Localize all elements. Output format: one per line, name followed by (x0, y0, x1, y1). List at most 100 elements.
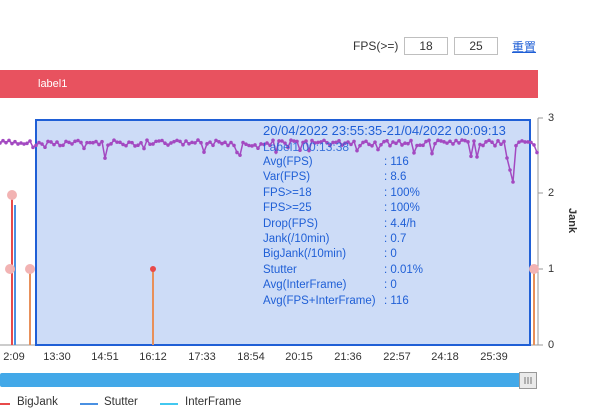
tooltip-stat-key: Var(FPS) (263, 171, 311, 184)
fps-point (76, 138, 80, 143)
fps-point (73, 139, 77, 144)
fps-point (256, 146, 260, 151)
reset-link[interactable]: 重置 (512, 40, 537, 54)
tooltip-stat-row: BigJank(/10min): 0 (263, 248, 397, 260)
fps-point (478, 142, 482, 147)
x-tick-label: 16:12 (139, 351, 167, 363)
fps-point (355, 148, 359, 153)
fps-point (34, 143, 38, 148)
fps-point (151, 142, 155, 146)
fps-point (394, 141, 398, 146)
fps-point (64, 139, 68, 144)
fps-point (193, 141, 197, 145)
time-range-slider[interactable] (0, 373, 530, 387)
fps-point (160, 138, 164, 143)
label-bar[interactable]: label1 (0, 70, 538, 98)
fps-point (367, 142, 371, 147)
fps-point (148, 142, 152, 147)
fps-point (250, 144, 254, 148)
fps-point (85, 140, 89, 145)
tooltip-stat-value: : 0.01% (384, 263, 423, 276)
fps-point (466, 140, 470, 144)
tooltip-stat-row: Avg(FPS+InterFrame): 116 (263, 295, 409, 307)
selection-region (35, 119, 531, 346)
fps-threshold-input-1[interactable] (404, 37, 448, 55)
fps-point (145, 138, 149, 142)
x-tick-label: 18:54 (237, 351, 265, 363)
tooltip-stat-value: : 100% (384, 202, 420, 215)
fps-point (247, 143, 251, 148)
fps-point (277, 139, 281, 143)
fps-point (202, 150, 206, 154)
x-tick-label: 24:18 (431, 351, 459, 363)
fps-point (382, 139, 386, 144)
fps-point (220, 141, 224, 146)
tooltip-stat-value: : 0.7 (384, 233, 407, 245)
fps-point (343, 141, 347, 146)
tooltip-stat-key: Avg(FPS) (263, 156, 313, 168)
fps-point (406, 141, 410, 146)
tooltip-stat-key: Drop(FPS) (263, 217, 318, 230)
fps-point (205, 142, 209, 146)
tooltip-stat-value: : 0 (384, 248, 397, 261)
fps-point (517, 140, 521, 144)
fps-point (319, 140, 323, 144)
slider-handle[interactable] (519, 372, 537, 389)
fps-point (331, 140, 335, 145)
fps-point (352, 139, 356, 144)
fps-point (115, 140, 119, 144)
fps-point (166, 143, 170, 147)
fps-point (415, 143, 419, 148)
fps-point (91, 140, 95, 145)
legend-stutter-label[interactable]: Stutter (104, 396, 138, 408)
tooltip-stat-row: FPS>=18: 100% (263, 186, 420, 199)
fps-point (433, 141, 437, 146)
fps-point (157, 139, 161, 143)
fps-point (265, 141, 269, 145)
jank-marker (150, 266, 156, 272)
x-tick-label: 17:33 (188, 351, 216, 363)
tooltip-stat-value: : 0 (384, 279, 397, 292)
fps-point (457, 141, 461, 145)
fps-point (184, 139, 188, 143)
fps-point (361, 140, 365, 145)
fps-point (508, 168, 512, 172)
fps-point (430, 151, 434, 156)
fps-point (523, 140, 527, 144)
y-tick-label: 0 (548, 339, 555, 351)
fps-point (0, 141, 2, 145)
fps-threshold-input-2[interactable] (454, 37, 498, 55)
legend-stutter-swatch (80, 403, 98, 405)
fps-point (67, 140, 71, 145)
fps-point (400, 143, 404, 147)
jank-marker (5, 264, 15, 274)
fps-point (109, 142, 113, 146)
legend-interframe-label[interactable]: InterFrame (185, 396, 242, 408)
fps-point (187, 141, 191, 146)
fps-point (301, 140, 305, 145)
legend-bigjank-swatch (0, 403, 10, 405)
tooltip-stat-row: Jank(/10min): 0.7 (263, 233, 406, 245)
fps-point (499, 142, 503, 147)
y-tick-label: 3 (548, 112, 555, 124)
fps-point (226, 143, 230, 148)
fps-point (328, 143, 332, 148)
fps-point (295, 139, 299, 144)
fps-point (298, 148, 302, 153)
bigjank-marker (7, 190, 17, 200)
tooltip-stat-key: FPS>=18 (263, 186, 312, 199)
fps-point (292, 139, 296, 143)
fps-point (316, 140, 320, 145)
tooltip-stat-value: : 116 (384, 294, 409, 307)
fps-point (124, 143, 128, 148)
fps-point (199, 140, 203, 145)
legend-bigjank-label[interactable]: BigJank (17, 396, 58, 408)
fps-point (241, 140, 245, 145)
fps-point (139, 141, 143, 145)
fps-point (349, 142, 353, 147)
fps-point (244, 142, 248, 147)
fps-point (289, 138, 293, 143)
fps-point (112, 138, 116, 142)
x-tick-label: 14:51 (91, 351, 119, 363)
